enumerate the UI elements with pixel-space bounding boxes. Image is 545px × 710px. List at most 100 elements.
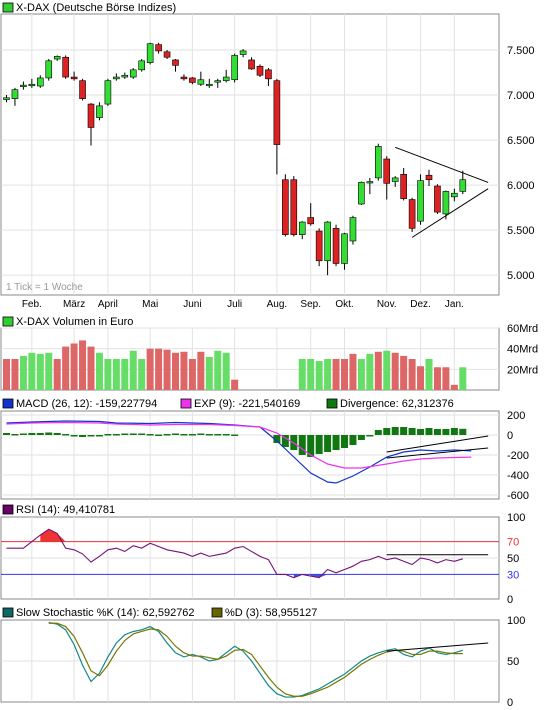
volume-bar	[205, 356, 213, 390]
legend-swatch	[326, 398, 338, 409]
volume-bar	[374, 351, 382, 390]
volume-bar	[129, 350, 137, 390]
candle-body	[459, 179, 467, 192]
legend-label: RSI (14): 49,410781	[16, 504, 115, 516]
divergence-bar	[366, 435, 374, 437]
candle-body	[172, 59, 179, 66]
candle-body	[180, 76, 188, 80]
volume-bar	[450, 384, 458, 390]
tick-note: 1 Tick = 1 Woche	[6, 282, 83, 293]
y-tick-label: 6.000	[507, 180, 535, 192]
volume-bar	[104, 359, 112, 390]
y-tick-label: -200	[507, 450, 529, 462]
stochastic-gridlines	[1, 620, 499, 702]
legend-label: MACD (26, 12): -159,227794	[16, 398, 157, 410]
x-tick-label: Juli	[227, 299, 242, 310]
volume-legend-icon	[2, 316, 14, 327]
volume-bar	[95, 352, 103, 390]
x-tick-label: Nov.	[377, 299, 397, 310]
price-title: X-DAX (Deutsche Börse Indizes)	[16, 2, 176, 14]
divergence-bar	[70, 435, 78, 437]
macd-y-axis: 200 0 -200 -400 -600	[507, 410, 529, 502]
divergence-bar	[400, 427, 408, 435]
candle-body	[53, 56, 61, 60]
divergence-bar	[222, 434, 230, 436]
y-tick-label: 50	[507, 656, 519, 668]
divergence-bar	[28, 433, 36, 435]
legend-label: %D (3): 58,955127	[225, 607, 317, 619]
divergence-bar	[163, 434, 171, 436]
divergence-bar	[324, 435, 332, 452]
candle-body	[79, 80, 86, 99]
volume-bar	[146, 348, 154, 390]
candle-body	[129, 69, 137, 78]
volume-bar	[459, 367, 467, 390]
volume-bars	[3, 340, 467, 390]
divergence-bar	[349, 435, 357, 445]
candle-body	[282, 179, 289, 235]
candle-body	[45, 60, 53, 79]
candle-body	[222, 76, 230, 81]
candle-body	[163, 51, 171, 58]
volume-bar	[315, 361, 323, 390]
candle-body	[408, 199, 416, 229]
x-tick-label: Aug.	[267, 299, 288, 310]
candle-body	[214, 80, 222, 83]
candle-body	[425, 174, 433, 181]
rsi-fill-area	[40, 529, 66, 542]
x-tick-label: Okt.	[335, 299, 353, 310]
candle-body	[87, 103, 95, 128]
volume-bar	[366, 353, 374, 390]
candle-body	[341, 233, 348, 264]
candle-body	[138, 60, 145, 71]
x-tick-label: Dez.	[410, 299, 431, 310]
stochastic-y-axis: 100 50 0	[507, 615, 525, 709]
legend-label: Divergence: 62,312376	[340, 398, 454, 410]
divergence-bar	[341, 435, 348, 448]
volume-bar	[62, 346, 70, 390]
volume-bar	[341, 359, 348, 390]
candle-body	[11, 89, 19, 99]
divergence-bar	[146, 434, 154, 436]
trendline	[386, 642, 489, 652]
candle-body	[324, 221, 331, 262]
divergence-bar	[383, 428, 391, 435]
volume-bar	[138, 359, 146, 390]
volume-bar	[53, 359, 61, 390]
stochastic-trendline	[386, 642, 489, 652]
divergence-bar	[417, 429, 425, 435]
divergence-bar	[298, 435, 306, 455]
divergence-bar	[95, 435, 103, 437]
divergence-bar	[180, 434, 188, 436]
macd-divergence-bars	[3, 427, 467, 457]
stochastic-series-line	[48, 622, 463, 697]
y-tick-label: 30	[507, 569, 519, 581]
divergence-bar	[408, 428, 416, 435]
divergence-bar	[19, 433, 27, 435]
volume-bar	[19, 355, 27, 390]
candle-body	[96, 105, 103, 118]
volume-bar	[332, 359, 340, 390]
candle-body	[290, 179, 298, 235]
candle-body	[366, 181, 374, 184]
candle-body	[113, 76, 120, 80]
y-tick-label: 0	[507, 594, 513, 606]
rsi-panel: RSI (14): 49,410781 100 70 50 30 0	[0, 504, 525, 606]
price-candles	[3, 42, 467, 276]
macd-trendlines	[386, 435, 489, 459]
rsi-line	[6, 528, 463, 579]
divergence-bar	[450, 428, 458, 435]
candle-body	[332, 228, 340, 264]
legend-label: EXP (9): -221,540169	[194, 398, 300, 410]
divergence-bar	[315, 435, 323, 454]
volume-bar	[36, 353, 44, 390]
divergence-bar	[3, 433, 10, 435]
volume-bar	[324, 359, 332, 390]
candle-body	[104, 80, 112, 105]
divergence-bar	[121, 433, 129, 435]
divergence-bar	[214, 434, 222, 436]
divergence-bar	[307, 435, 315, 457]
legend-swatch	[211, 607, 223, 618]
volume-bar	[383, 350, 391, 390]
x-tick-label: Jan.	[445, 299, 464, 310]
